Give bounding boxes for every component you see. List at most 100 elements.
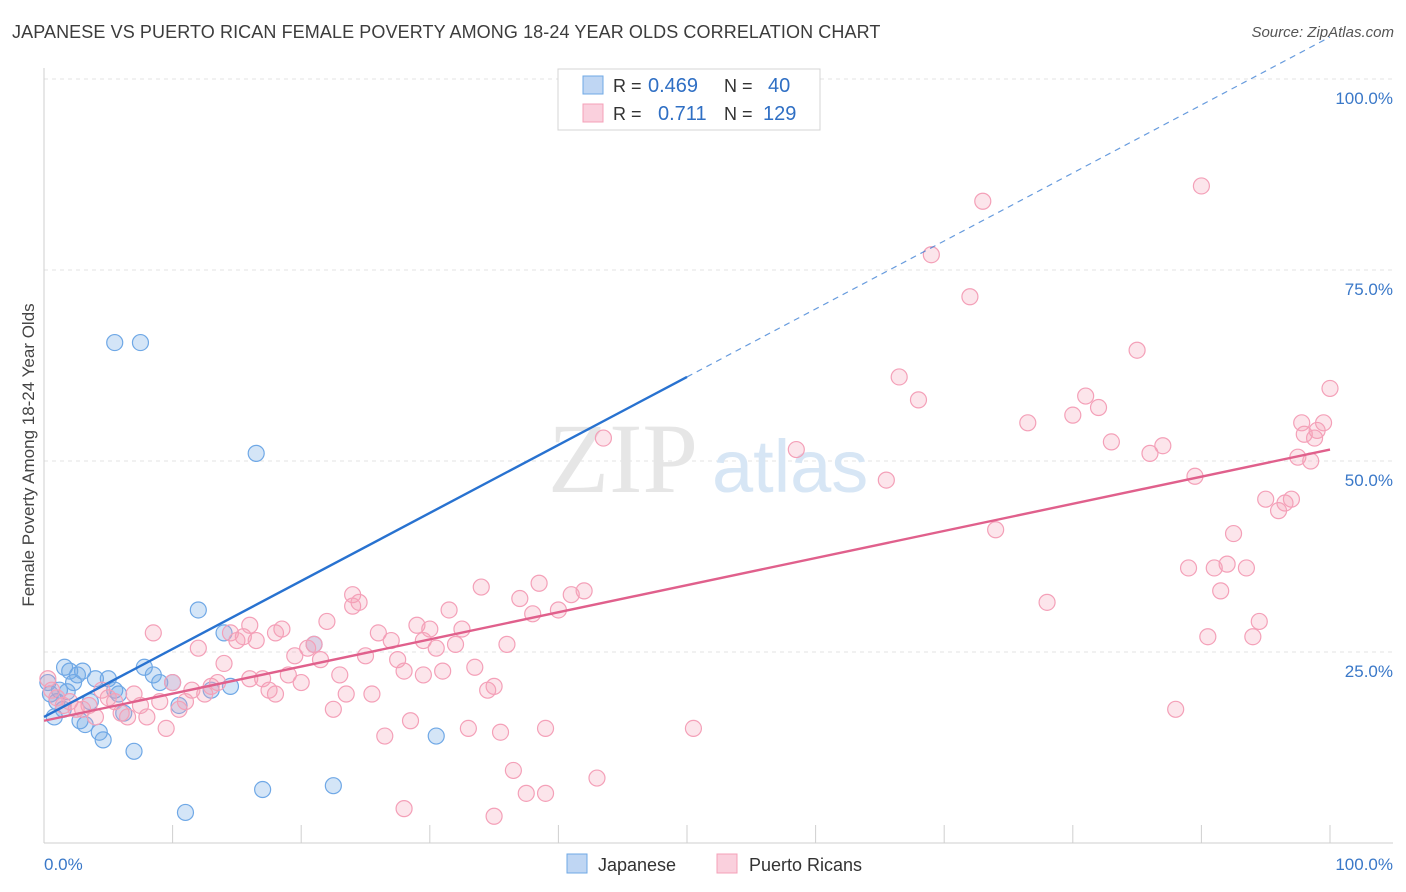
japanese-point-24 — [151, 673, 169, 692]
puerto-ricans-point-94 — [961, 288, 979, 306]
puerto-ricans-point-51 — [363, 685, 381, 703]
puerto-ricans-point-95 — [974, 192, 992, 210]
puerto-ricans-point-111 — [1205, 559, 1223, 577]
puerto-ricans-point-56 — [395, 662, 413, 680]
x-tick-max: 100.0% — [1335, 855, 1393, 874]
japanese-point-28 — [189, 601, 207, 619]
puerto-ricans-point-67 — [466, 658, 484, 676]
japanese-point-27 — [176, 803, 195, 822]
puerto-ricans-point-117 — [1250, 612, 1268, 631]
legend-swatch-japanese — [582, 75, 604, 95]
puerto-ricans-point-113 — [1218, 555, 1236, 573]
puerto-ricans-point-60 — [421, 620, 439, 638]
y-tick-labels: 25.0% 50.0% 75.0% 100.0% — [1335, 89, 1393, 681]
puerto-ricans-point-110 — [1199, 628, 1217, 646]
japanese-point-33 — [254, 780, 272, 799]
puerto-ricans-point-126 — [1314, 414, 1333, 432]
japanese-point-21 — [131, 333, 150, 352]
puerto-ricans-point-58 — [408, 616, 426, 634]
puerto-ricans-point-45 — [324, 700, 342, 718]
puerto-ricans-point-80 — [562, 586, 580, 604]
japanese-point-14 — [94, 731, 112, 749]
puerto-ricans-point-127 — [1321, 379, 1339, 398]
puerto-ricans-point-91 — [890, 368, 908, 386]
y-tick-label-0: 25.0% — [1345, 662, 1393, 681]
japanese-point-9 — [73, 662, 92, 680]
puerto-ricans-point-114 — [1224, 524, 1243, 543]
puerto-ricans-point-128 — [1293, 414, 1311, 432]
puerto-ricans-point-63 — [440, 601, 458, 619]
puerto-ricans-point-93 — [922, 246, 940, 264]
puerto-ricans-point-99 — [1064, 406, 1082, 424]
puerto-ricans-point-57 — [401, 712, 420, 730]
puerto-ricans-point-32 — [241, 616, 259, 634]
puerto-ricans-point-81 — [575, 582, 593, 600]
bottom-legend-swatch-puerto-ricans — [716, 853, 738, 874]
watermark: ZIP atlas — [548, 403, 868, 514]
puerto-ricans-point-78 — [536, 719, 555, 738]
puerto-ricans-point-96 — [987, 521, 1005, 539]
legend-swatch-puerto-ricans — [582, 103, 604, 123]
puerto-ricans-point-104 — [1141, 444, 1159, 462]
puerto-ricans-point-53 — [376, 727, 394, 745]
puerto-ricans-point-19 — [157, 719, 175, 738]
y-tick-label-3: 100.0% — [1335, 89, 1393, 108]
japanese-point-36 — [427, 727, 445, 745]
trend-lines — [43, 36, 1331, 722]
puerto-ricans-point-73 — [504, 761, 522, 780]
puerto-ricans-point-112 — [1212, 582, 1230, 600]
puerto-ricans-point-72 — [498, 635, 516, 653]
puerto-ricans-point-131 — [266, 624, 285, 642]
legend-n-label-2: N = — [724, 104, 753, 124]
puerto-ricans-point-92 — [909, 391, 928, 409]
japanese-point-19 — [125, 742, 143, 760]
puerto-ricans-point-61 — [427, 639, 445, 657]
puerto-ricans-point-109 — [1192, 177, 1211, 195]
puerto-ricans-point-50 — [356, 647, 375, 665]
watermark-zip: ZIP — [548, 403, 698, 514]
puerto-ricans-point-44 — [318, 612, 336, 631]
japanese-point-20 — [106, 333, 124, 352]
japanese-point-30 — [215, 624, 233, 642]
legend-r-label-1: R = — [613, 76, 642, 96]
puerto-ricans-point-88 — [684, 719, 703, 738]
puerto-ricans-point-132 — [414, 666, 432, 684]
puerto-ricans-point-33 — [247, 631, 265, 650]
puerto-ricans-point-71 — [491, 723, 510, 741]
puerto-ricans-point-75 — [517, 784, 535, 802]
legend-r-value-1: 0.469 — [648, 75, 698, 97]
puerto-ricans-point-86 — [536, 784, 555, 802]
puerto-ricans-point-102 — [1102, 433, 1120, 451]
puerto-ricans-point-83 — [344, 597, 362, 615]
puerto-ricans-point-36 — [266, 685, 285, 703]
series-japanese-points — [39, 333, 445, 822]
puerto-ricans-point-97 — [1019, 414, 1037, 432]
puerto-ricans-trend-line — [43, 448, 1331, 722]
puerto-ricans-point-106 — [1167, 700, 1185, 718]
bottom-legend-label-puerto-ricans: Puerto Ricans — [749, 855, 862, 875]
legend-n-value-1: 40 — [768, 75, 790, 97]
puerto-ricans-point-16 — [138, 708, 156, 726]
legend-r-value-2: 0.711 — [658, 103, 707, 125]
puerto-ricans-point-24 — [189, 639, 207, 657]
bottom-legend-label-japanese: Japanese — [598, 855, 676, 875]
puerto-ricans-point-89 — [787, 440, 805, 459]
puerto-ricans-point-98 — [1038, 593, 1056, 611]
puerto-ricans-point-39 — [286, 647, 304, 665]
puerto-ricans-point-87 — [594, 429, 613, 447]
puerto-ricans-point-28 — [215, 654, 233, 673]
puerto-ricans-point-20 — [164, 673, 182, 692]
watermark-atlas: atlas — [712, 425, 868, 508]
x-tick-min: 0.0% — [44, 855, 83, 874]
puerto-ricans-point-17 — [144, 624, 162, 642]
bottom-legend: Japanese Puerto Ricans — [566, 853, 862, 875]
puerto-ricans-point-64 — [446, 635, 465, 653]
axes — [43, 68, 1393, 844]
puerto-ricans-point-116 — [1244, 628, 1262, 646]
puerto-ricans-point-90 — [877, 471, 895, 489]
puerto-ricans-point-62 — [434, 662, 452, 680]
puerto-ricans-point-129 — [1305, 429, 1324, 447]
puerto-ricans-point-103 — [1128, 341, 1146, 359]
puerto-ricans-point-70 — [485, 677, 503, 695]
puerto-ricans-point-40 — [292, 673, 310, 692]
